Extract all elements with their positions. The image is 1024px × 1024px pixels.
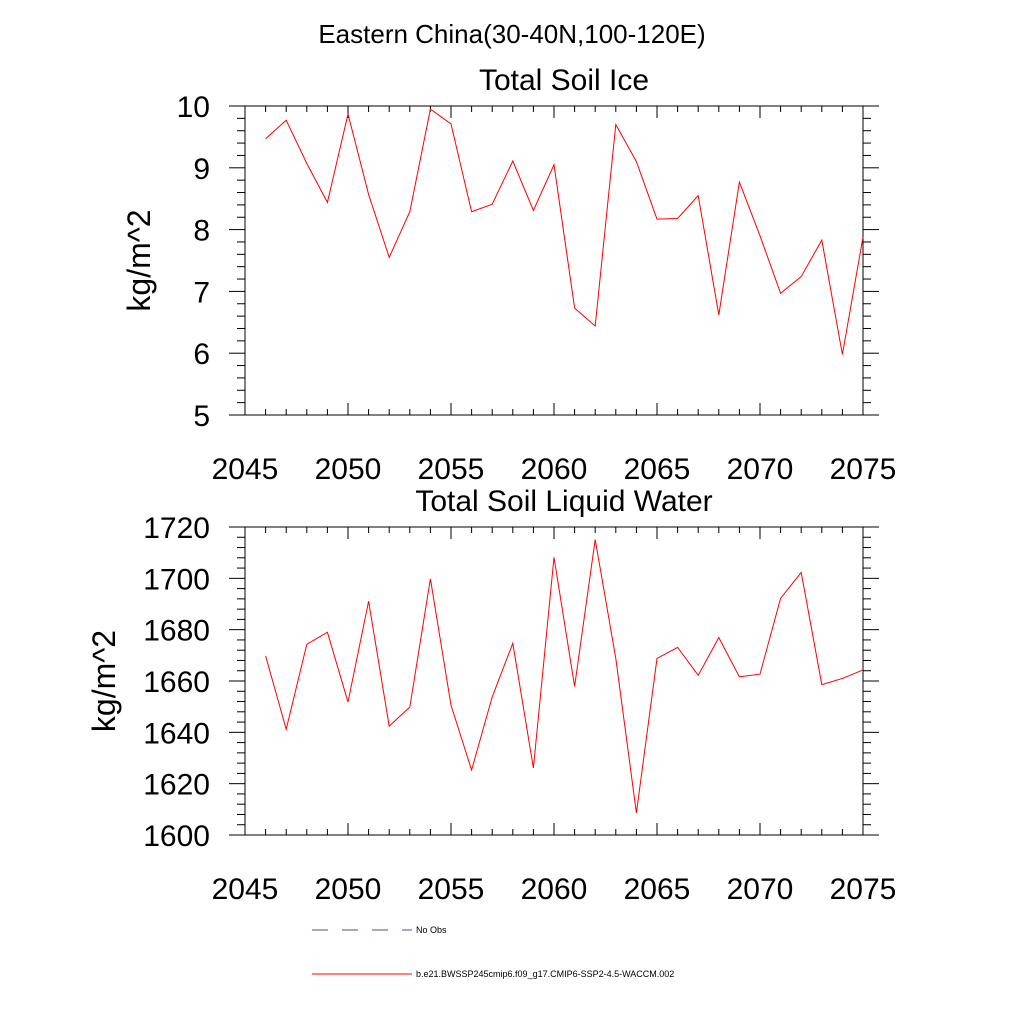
legend: No Obs b.e21.BWSSP245cmip6.f09_g17.CMIP6… (312, 925, 674, 979)
x-tick-label: 2045 (212, 873, 279, 906)
y-tick-label: 1680 (143, 615, 210, 648)
y-tick-label: 1700 (143, 563, 210, 596)
x-tick-label: 2070 (727, 873, 794, 906)
x-tick-label: 2045 (212, 453, 279, 486)
y-tick-label: 6 (193, 338, 210, 371)
chart-title: Total Soil Liquid Water (415, 485, 712, 518)
x-tick-label: 2060 (521, 453, 588, 486)
x-tick-label: 2065 (624, 873, 691, 906)
y-tick-label: 10 (177, 91, 210, 124)
x-tick-label: 2050 (315, 453, 382, 486)
y-tick-label: 1720 (143, 512, 210, 545)
y-axis-label: kg/m^2 (86, 630, 122, 732)
plot-frame (244, 526, 864, 836)
x-tick-label: 2055 (418, 873, 485, 906)
y-tick-label: 1600 (143, 820, 210, 853)
y-tick-label: 1620 (143, 769, 210, 802)
series-line (265, 108, 864, 355)
legend-label-no-obs: No Obs (416, 925, 447, 935)
x-tick-label: 2050 (315, 873, 382, 906)
y-tick-label: 1640 (143, 717, 210, 750)
y-axis-label: kg/m^2 (121, 209, 157, 311)
series-line (265, 539, 864, 813)
x-tick-label: 2055 (418, 453, 485, 486)
panel-total-soil-liquid-water: 2045 2050 2055 2060 2065 2070 2075 1600 1620 1640… (86, 485, 896, 906)
x-tick-label: 2060 (521, 873, 588, 906)
x-tick-label: 2065 (624, 453, 691, 486)
x-tick-label: 2070 (727, 453, 794, 486)
legend-label-model-run: b.e21.BWSSP245cmip6.f09_g17.CMIP6-SSP2-4… (416, 969, 674, 979)
x-tick-label: 2075 (830, 453, 897, 486)
y-tick-label: 5 (193, 400, 210, 433)
plot-frame (244, 105, 864, 416)
y-tick-label: 9 (193, 153, 210, 186)
panel-total-soil-ice: 2045 2050 2055 2060 2065 2070 2075 5 6 7 8 9 10 Total… (121, 64, 896, 486)
chart-title: Total Soil Ice (479, 64, 649, 97)
y-tick-label: 1660 (143, 666, 210, 699)
y-tick-label: 8 (193, 215, 210, 248)
y-tick-label: 7 (193, 276, 210, 309)
x-tick-label: 2075 (830, 873, 897, 906)
figure-title: Eastern China(30-40N,100-120E) (318, 19, 705, 49)
